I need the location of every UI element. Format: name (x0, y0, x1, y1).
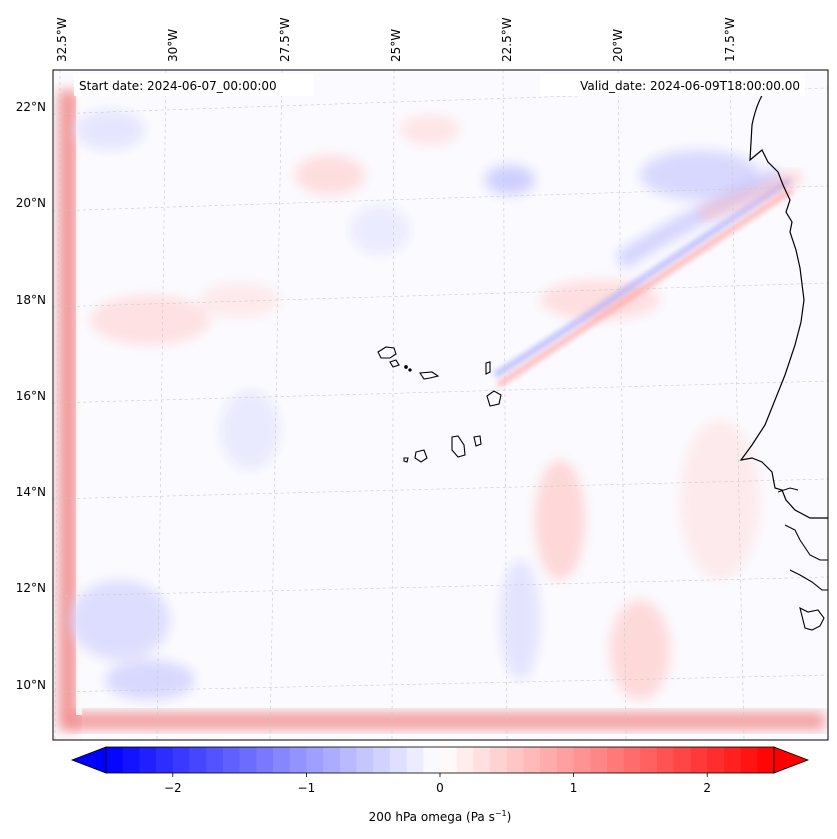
boundary-gap (76, 95, 82, 715)
island-boa-vista (486, 390, 502, 407)
colorbar-segment (172, 747, 191, 773)
colorbar-segment (473, 747, 491, 773)
colorbar-label: 200 hPa omega (Pa s−1) (369, 809, 512, 824)
lon-label-32.5W: 32.5°W (55, 17, 69, 62)
colorbar-segment (540, 747, 558, 773)
african-coastline (739, 83, 828, 519)
colorbar-segment (356, 747, 374, 773)
colorbar-segment (757, 747, 775, 773)
start-date-label: Start date: 2024-06-07_00:00:00 (79, 79, 277, 93)
colorbar-segment (506, 747, 525, 773)
lat-label-22N: 22°N (16, 100, 46, 114)
colorbar-segment (640, 747, 658, 773)
island-fogo (414, 449, 428, 463)
lon-label-27.5W: 27.5°W (278, 17, 292, 62)
island-santiago (451, 435, 466, 458)
lon-label-25W: 25°W (389, 29, 403, 62)
omega-field (53, 70, 828, 740)
colorbar-segment (556, 747, 575, 773)
colorbar-segments (106, 747, 775, 773)
longitude-labels: 32.5°W 30°W 27.5°W 25°W 22.5°W 20°W 17.5… (55, 17, 737, 62)
southern-boundary-band (70, 712, 825, 730)
colorbar-segment (490, 747, 508, 773)
colorbar-segment (707, 747, 725, 773)
lon-label-30W: 30°W (166, 29, 180, 62)
colorbar-segment (623, 747, 641, 773)
colorbar-segment (122, 747, 140, 773)
island-sal (485, 361, 491, 375)
colorbar-segment (156, 747, 174, 773)
colorbar-segment (740, 747, 758, 773)
colorbar-segment (389, 747, 408, 773)
island-santo-antao (377, 346, 397, 359)
lat-label-12N: 12°N (16, 581, 46, 595)
colorbar-segment (690, 747, 708, 773)
island-branco (408, 368, 412, 372)
colorbar-tick-label: 2 (703, 781, 711, 795)
colorbar-segment (222, 747, 241, 773)
island-brava (403, 457, 409, 463)
colorbar-segment (189, 747, 207, 773)
weak-ascent-patches (70, 110, 760, 700)
colorbar-ticks: −2 −1 0 1 2 (164, 773, 711, 795)
colorbar-tick-label: 1 (570, 781, 578, 795)
colorbar-segment (289, 747, 307, 773)
island-maio (473, 435, 482, 447)
colorbar-segment (373, 747, 391, 773)
valid-date-box (540, 74, 805, 96)
colorbar-tick-label: −1 (298, 781, 316, 795)
lat-label-16N: 16°N (16, 389, 46, 403)
lat-label-18N: 18°N (16, 293, 46, 307)
lon-label-22.5W: 22.5°W (500, 17, 514, 62)
colorbar-segment (206, 747, 224, 773)
colorbar-extend-low-arrow (70, 746, 107, 774)
colorbar-tick-label: −2 (164, 781, 182, 795)
colorbar-tick-label: 0 (436, 781, 444, 795)
colorbar-segment (607, 747, 625, 773)
island-sao-vicente (389, 359, 400, 368)
map-panel: Start date: 2024-06-07_00:00:00 Valid_da… (52, 69, 829, 741)
colorbar-extend-high-arrow (773, 746, 810, 774)
start-date-box (74, 74, 314, 96)
colorbar-segment (573, 747, 591, 773)
colorbar-segment (456, 747, 474, 773)
colorbar-segment (139, 747, 157, 773)
gridlines (53, 70, 828, 740)
map-frame (52, 69, 829, 741)
colorbar-segment (673, 747, 692, 773)
colorbar-segment (406, 747, 424, 773)
colorbar-segment (106, 747, 124, 773)
colorbar-segment (273, 747, 291, 773)
colorbar-segment (339, 747, 358, 773)
lat-label-20N: 20°N (16, 196, 46, 210)
western-boundary-band (58, 90, 78, 730)
lon-label-20W: 20°W (611, 29, 625, 62)
colorbar-segment (657, 747, 675, 773)
colorbar-segment (723, 747, 742, 773)
colorbar-segment (323, 747, 341, 773)
colorbar-segment (239, 747, 257, 773)
lon-label-17.5W: 17.5°W (723, 17, 737, 62)
colorbar: −2 −1 0 1 2 200 hPa omega (Pa s−1) (70, 746, 810, 824)
cape-verde-islands (377, 346, 502, 463)
lat-label-10N: 10°N (16, 678, 46, 692)
colorbar-segment (440, 747, 458, 773)
island-santa-luzia (404, 365, 408, 369)
coastline-guinea (784, 524, 828, 631)
colorbar-segment (256, 747, 274, 773)
lat-label-14N: 14°N (16, 485, 46, 499)
latitude-labels: 22°N 20°N 18°N 16°N 14°N 12°N 10°N (16, 100, 46, 692)
jet-streak-feature (493, 166, 804, 388)
island-sao-nicolau (419, 371, 440, 380)
colorbar-segment (306, 747, 324, 773)
valid-date-label: Valid_date: 2024-06-09T18:00:00.00 (580, 79, 800, 93)
colorbar-segment (523, 747, 541, 773)
colorbar-segment (590, 747, 608, 773)
colorbar-segment (423, 747, 441, 773)
coastline-gambia (777, 487, 799, 493)
